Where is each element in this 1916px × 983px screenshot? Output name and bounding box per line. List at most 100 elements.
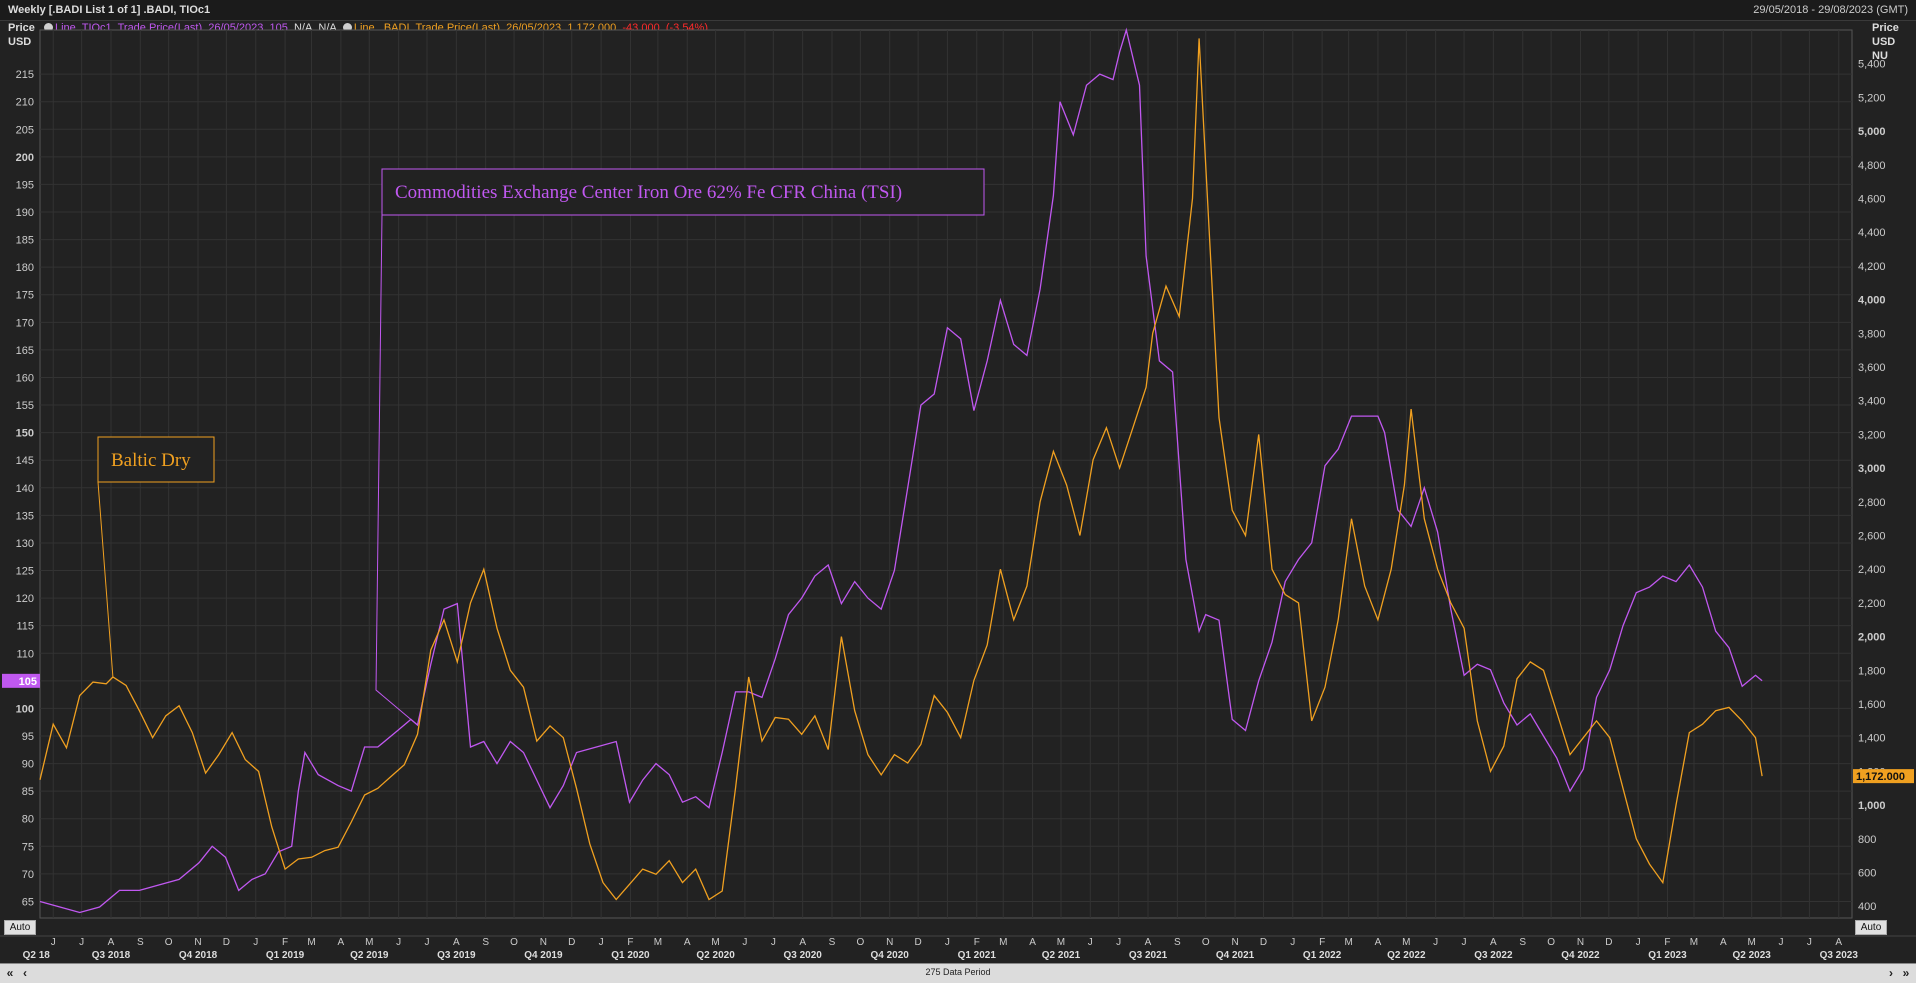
month-tick-label: A xyxy=(684,937,691,948)
month-tick-label: S xyxy=(1519,937,1526,948)
callout-connector-iron-ore xyxy=(375,214,418,726)
callout-box-baltic-dry[interactable] xyxy=(97,436,215,483)
right-tick-label: 4,000 xyxy=(1858,295,1886,307)
right-tick-label: 4,200 xyxy=(1858,261,1886,273)
left-tick-label: 155 xyxy=(16,400,34,412)
left-tick-label: 165 xyxy=(16,345,34,357)
auto-scale-left-button[interactable]: Auto xyxy=(4,920,36,935)
left-tick-label: 65 xyxy=(22,896,34,908)
month-tick-label: A xyxy=(1145,937,1152,948)
month-tick-label: O xyxy=(1547,937,1555,948)
month-tick-label: J xyxy=(945,937,950,948)
right-tick-label: 1,600 xyxy=(1858,699,1886,711)
grid xyxy=(39,29,1853,919)
next-period-button[interactable]: › xyxy=(1889,966,1893,980)
left-tick-label: 215 xyxy=(16,69,34,81)
chart-title: Weekly [.BADI List 1 of 1] .BADI, TIOc1 xyxy=(8,4,211,16)
quarter-tick-label: Q1 2023 xyxy=(1648,950,1687,961)
month-tick-label: J xyxy=(396,937,401,948)
right-tick-label: 2,800 xyxy=(1858,497,1886,509)
month-tick-label: J xyxy=(599,937,604,948)
series-line-baltic-dry[interactable] xyxy=(39,38,1763,901)
quarter-tick-label: Q3 2021 xyxy=(1129,950,1168,961)
left-tick-label: 75 xyxy=(22,841,34,853)
month-tick-label: F xyxy=(974,937,980,948)
clock-icon xyxy=(44,23,53,32)
left-tick-label: 185 xyxy=(16,235,34,247)
quarter-tick-label: Q4 2018 xyxy=(179,950,218,961)
left-tick-label: 110 xyxy=(16,648,34,660)
month-tick-label: J xyxy=(1088,937,1093,948)
month-tick-label: J xyxy=(79,937,84,948)
auto-scale-right-button[interactable]: Auto xyxy=(1855,920,1887,935)
left-tick-label: 175 xyxy=(16,290,34,302)
left-tick-label: 190 xyxy=(16,207,34,219)
quarter-tick-label: Q4 2020 xyxy=(871,950,910,961)
left-tick-label: 85 xyxy=(22,786,34,798)
left-tick-label: 70 xyxy=(22,869,34,881)
left-axis-unit: Price USD xyxy=(8,21,35,49)
quarter-tick-label: Q2 2019 xyxy=(350,950,389,961)
month-tick-label: D xyxy=(914,937,921,948)
series-line-iron-ore[interactable] xyxy=(39,27,1763,914)
right-tick-label: 3,200 xyxy=(1858,429,1886,441)
left-tick-label: 80 xyxy=(22,814,34,826)
month-tick-label: J xyxy=(1779,937,1784,948)
month-tick-label: M xyxy=(711,937,719,948)
month-tick-label: A xyxy=(453,937,460,948)
month-tick-label: J xyxy=(1433,937,1438,948)
month-tick-label: N xyxy=(194,937,201,948)
month-tick-label: A xyxy=(1490,937,1497,948)
month-tick-label: N xyxy=(1577,937,1584,948)
month-tick-label: J xyxy=(1116,937,1121,948)
left-axis: 65 70 75 80 85 90 95 100 105 110 115 120 125 130 135 14… xyxy=(16,69,34,908)
callout-box-iron-ore[interactable] xyxy=(381,168,985,216)
first-period-button[interactable]: « xyxy=(6,966,14,980)
month-tick-label: D xyxy=(1260,937,1267,948)
left-tick-label: 205 xyxy=(16,124,34,136)
month-tick-label: A xyxy=(108,937,115,948)
left-tick-label: 125 xyxy=(16,566,34,578)
month-tick-label: A xyxy=(1720,937,1727,948)
left-tick-label: 170 xyxy=(16,317,34,329)
left-tick-label: 130 xyxy=(16,538,34,550)
right-axis: 4006008001,0001,2001,4001,6001,8002,0002… xyxy=(1858,59,1886,914)
quarter-tick-label: Q4 2022 xyxy=(1561,950,1600,961)
month-tick-label: J xyxy=(51,937,56,948)
right-tick-label: 4,600 xyxy=(1858,194,1886,206)
quarter-tick-label: Q2 18 xyxy=(23,950,51,961)
left-tick-label: 180 xyxy=(16,262,34,274)
left-tick-label: 140 xyxy=(16,483,34,495)
month-tick-label: A xyxy=(338,937,345,948)
chart-header: Weekly [.BADI List 1 of 1] .BADI, TIOc1 … xyxy=(0,0,1916,21)
right-tick-label: 1,000 xyxy=(1858,800,1886,812)
date-range: 29/05/2018 - 29/08/2023 (GMT) xyxy=(1753,4,1908,16)
month-tick-label: O xyxy=(856,937,864,948)
last-period-button[interactable]: » xyxy=(1902,966,1910,980)
prev-period-button[interactable]: ‹ xyxy=(23,966,27,980)
month-tick-label: M xyxy=(1057,937,1065,948)
last-value-marker-right-text: 1,172.000 xyxy=(1856,771,1905,783)
right-tick-label: 5,400 xyxy=(1858,59,1886,71)
price-chart[interactable]: 65 70 75 80 85 90 95 100 105 110 115 120 125 130 135 14… xyxy=(0,0,1916,962)
left-tick-label: 115 xyxy=(16,621,34,633)
right-tick-label: 2,600 xyxy=(1858,531,1886,543)
month-tick-label: M xyxy=(1748,937,1756,948)
month-tick-label: F xyxy=(282,937,288,948)
quarter-tick-label: Q4 2021 xyxy=(1216,950,1255,961)
last-value-marker-left-text: 105 xyxy=(19,676,37,688)
month-tick-label: J xyxy=(1462,937,1467,948)
right-tick-label: 1,400 xyxy=(1858,733,1886,745)
right-axis-unit: Price USD NU xyxy=(1872,21,1899,63)
month-tick-label: J xyxy=(425,937,430,948)
time-scrollbar[interactable]: « ‹ 275 Data Period › » xyxy=(0,963,1916,983)
month-tick-label: J xyxy=(742,937,747,948)
right-tick-label: 2,200 xyxy=(1858,598,1886,610)
data-period-label: 275 Data Period xyxy=(925,967,991,977)
left-unit-price: Price xyxy=(8,22,35,34)
left-tick-label: 120 xyxy=(16,593,34,605)
quarter-tick-label: Q2 2023 xyxy=(1733,950,1772,961)
month-tick-label: F xyxy=(1664,937,1670,948)
month-tick-label: O xyxy=(1202,937,1210,948)
